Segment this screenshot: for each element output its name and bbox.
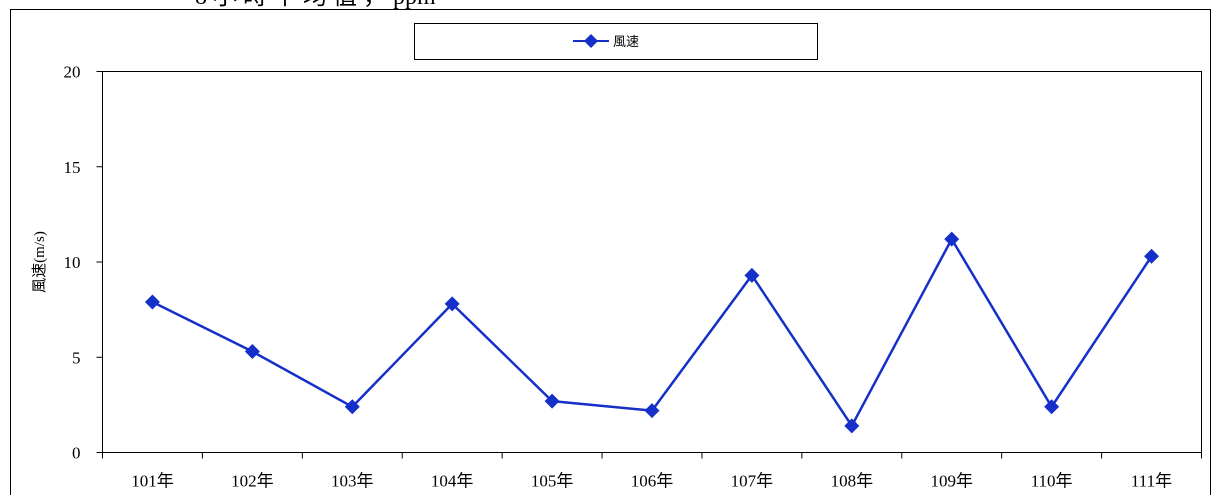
x-tick-label: 102年 [231, 472, 274, 491]
data-point-marker [144, 294, 160, 310]
caption-text: 8 小 時 平 均 值 ， ppm [195, 0, 436, 10]
legend-box [414, 23, 818, 60]
data-point-marker [444, 296, 460, 312]
x-tick-label: 104年 [431, 472, 474, 491]
data-point-marker [744, 267, 760, 283]
x-tick-label: 110年 [1031, 472, 1073, 491]
data-point-marker [1044, 399, 1060, 415]
legend-diamond-marker [584, 34, 598, 48]
data-point-marker [544, 393, 560, 409]
x-tick-label: 109年 [930, 472, 973, 491]
y-tick-label: 15 [64, 158, 81, 177]
data-point-marker [944, 231, 960, 247]
y-axis-title: 風速(m/s) [31, 231, 48, 293]
data-point-marker [844, 418, 860, 434]
x-tick-label: 111年 [1131, 472, 1172, 491]
x-tick-label: 101年 [131, 472, 174, 491]
data-point-marker [344, 399, 360, 415]
data-point-marker [644, 403, 660, 419]
legend-label: 風速 [613, 35, 639, 50]
y-axis: 0 5 10 15 20 [64, 63, 103, 463]
plot-area [102, 71, 1202, 453]
x-tick-label: 108年 [831, 472, 874, 491]
x-tick-label: 105年 [531, 472, 574, 491]
series-layer [144, 231, 1160, 434]
x-tick-label: 103年 [331, 472, 374, 491]
y-tick-label: 5 [72, 348, 81, 367]
data-point-marker [1144, 248, 1160, 264]
y-tick-label: 10 [64, 253, 81, 272]
x-axis: 101年 102年 103年 104年 105年 106年 107年 108年 109年 110年… [102, 452, 1202, 491]
x-tick-label: 107年 [731, 472, 774, 491]
data-point-marker [244, 344, 260, 360]
x-tick-label: 106年 [631, 472, 674, 491]
y-tick-label: 0 [72, 444, 81, 463]
y-tick-label: 20 [64, 63, 81, 82]
legend: 風速 [414, 23, 818, 60]
